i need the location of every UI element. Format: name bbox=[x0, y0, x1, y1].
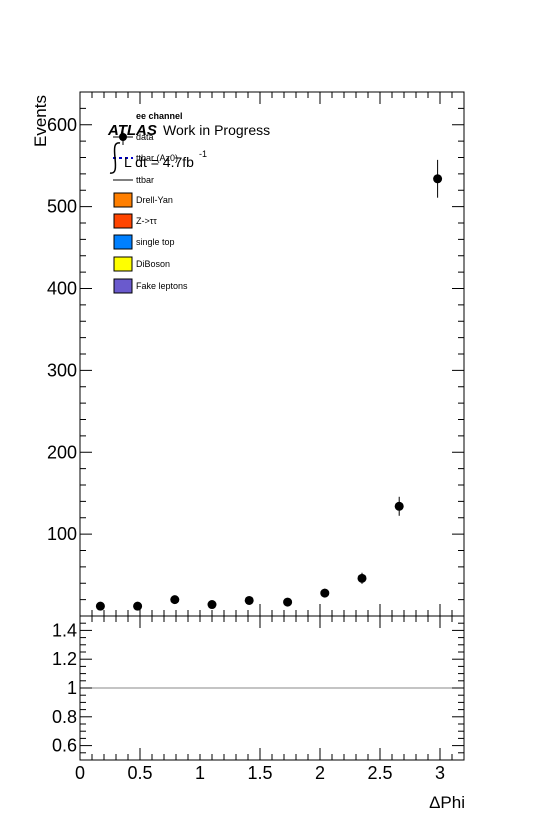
data-point bbox=[244, 595, 254, 605]
y-tick-label: 400 bbox=[47, 279, 77, 299]
legend-label: Z->ττ bbox=[136, 216, 157, 226]
atlas-label: ATLAS bbox=[107, 122, 157, 139]
x-tick-label: 2.5 bbox=[367, 763, 392, 783]
main-ticks: 100 200 300 400 500 600 bbox=[47, 91, 465, 617]
y-tick-label: 100 bbox=[47, 524, 77, 544]
status-label: Work in Progress bbox=[163, 122, 270, 138]
ratio-y-tick-label: 1.2 bbox=[52, 649, 77, 669]
data-point bbox=[320, 588, 330, 598]
data-point bbox=[433, 174, 443, 184]
data-point bbox=[170, 595, 180, 605]
ratio-y-tick-label: 0.6 bbox=[52, 736, 77, 756]
legend-swatch bbox=[113, 278, 133, 294]
data-point bbox=[133, 601, 143, 611]
legend-label: ttbar (Az0) bbox=[136, 153, 178, 163]
legend-label: Drell-Yan bbox=[136, 195, 173, 205]
ratio-ticks: 0.6 0.8 1 1.2 1.4 0 0.5 1 1.5 2 2.5 3 bbox=[52, 615, 465, 783]
legend-swatch bbox=[113, 192, 133, 208]
data-point bbox=[95, 601, 105, 611]
integral-symbol bbox=[109, 142, 121, 174]
data-point bbox=[207, 600, 217, 610]
y-tick-label: 300 bbox=[47, 360, 77, 380]
x-axis-label: ΔPhi bbox=[429, 793, 465, 812]
x-tick-label: 3 bbox=[435, 763, 445, 783]
x-tick-label: 0.5 bbox=[127, 763, 152, 783]
legend-label: data bbox=[136, 132, 154, 142]
y-tick-label: 600 bbox=[47, 115, 77, 135]
channel-label: ee channel bbox=[136, 111, 183, 121]
ratio-y-tick-label: 0.8 bbox=[52, 707, 77, 727]
legend-swatch bbox=[113, 256, 133, 272]
legend-label: single top bbox=[136, 237, 175, 247]
data-point bbox=[357, 573, 367, 583]
ratio-panel bbox=[79, 615, 465, 761]
y-tick-label: 200 bbox=[47, 442, 77, 462]
ratio-y-tick-label: 1 bbox=[67, 678, 77, 698]
data-point bbox=[283, 597, 293, 607]
y-tick-label: 500 bbox=[47, 197, 77, 217]
x-tick-label: 1 bbox=[195, 763, 205, 783]
data-series bbox=[95, 159, 443, 611]
x-tick-label: 2 bbox=[315, 763, 325, 783]
lumi-exponent: -1 bbox=[199, 149, 207, 159]
x-tick-label: 0 bbox=[75, 763, 85, 783]
legend-data-marker bbox=[119, 133, 127, 141]
lumi-label: L dt = 4.7fb bbox=[124, 154, 194, 170]
y-axis-label: Events bbox=[31, 95, 50, 147]
legend-label: DiBoson bbox=[136, 259, 170, 269]
ratio-y-tick-label: 1.4 bbox=[52, 620, 77, 640]
main-panel bbox=[79, 91, 465, 617]
legend-swatch bbox=[113, 213, 133, 229]
legend-label: ttbar bbox=[136, 175, 154, 185]
x-tick-label: 1.5 bbox=[247, 763, 272, 783]
main-frame bbox=[79, 91, 465, 617]
legend-label: Fake leptons bbox=[136, 281, 188, 291]
data-point bbox=[394, 501, 404, 511]
legend: data ttbar (Az0) ttbar Drell-Yan Z->ττ single… bbox=[113, 129, 188, 294]
legend-swatch bbox=[113, 234, 133, 250]
